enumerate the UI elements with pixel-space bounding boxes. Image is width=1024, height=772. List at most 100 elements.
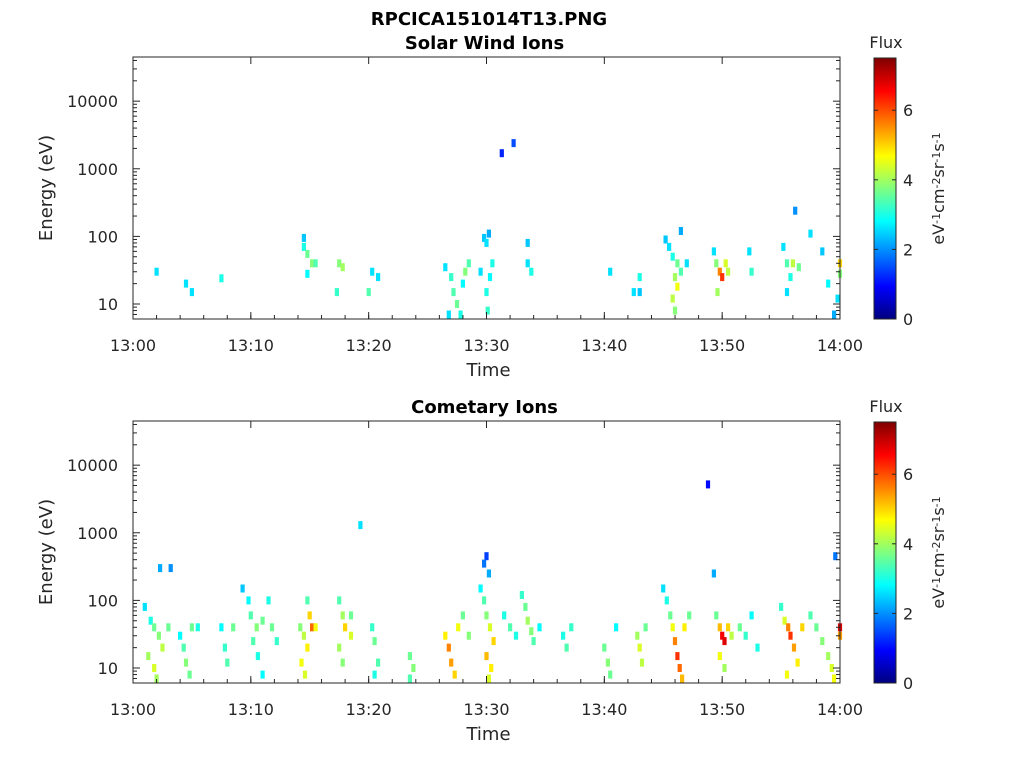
- x-tick-label: 13:50: [699, 700, 745, 719]
- heatmap-cell: [820, 247, 825, 256]
- heatmap-cell: [531, 637, 536, 646]
- heatmap-cell: [508, 623, 513, 632]
- figure-title: RPCICA151014T13.PNG: [371, 9, 607, 30]
- heatmap-cell: [255, 652, 260, 661]
- heatmap-cell: [305, 249, 310, 258]
- heatmap-cell: [340, 658, 345, 667]
- heatmap-cell: [832, 674, 837, 683]
- heatmap-cells: [154, 139, 843, 319]
- y-tick-label: 10: [98, 295, 118, 314]
- heatmap-cell: [313, 623, 318, 632]
- heatmap-cell: [142, 602, 147, 611]
- heatmap-cell: [222, 643, 227, 652]
- colorbar: [873, 421, 897, 684]
- heatmap-cell: [443, 631, 448, 640]
- x-axis-label: Time: [465, 360, 510, 381]
- heatmap-cell: [484, 552, 489, 561]
- heatmap-cell: [643, 623, 648, 632]
- heatmap-cell: [158, 564, 163, 573]
- heatmap-cell: [310, 623, 315, 632]
- colorbar-tick-label: 2: [903, 240, 913, 259]
- heatmap-cell: [793, 206, 798, 215]
- heatmap-cell: [511, 139, 516, 148]
- x-tick-label: 13:20: [346, 336, 392, 355]
- heatmap-cell: [446, 310, 451, 319]
- heatmap-cell: [478, 267, 483, 276]
- heatmap-cell: [667, 242, 672, 251]
- heatmap-cell: [786, 623, 791, 632]
- heatmap-cell: [154, 674, 159, 683]
- heatmap-cell: [614, 623, 619, 632]
- heatmap-cell: [722, 664, 727, 672]
- heatmap-cell: [231, 623, 236, 632]
- heatmap-cell: [460, 279, 465, 288]
- colorbar-tick-label: 6: [903, 101, 913, 120]
- heatmap-cell: [678, 267, 683, 276]
- heatmap-cell: [675, 652, 680, 661]
- heatmap-cell: [677, 664, 682, 672]
- heatmap-cell: [487, 623, 493, 632]
- heatmap-cell: [451, 288, 456, 297]
- heatmap-cell: [443, 263, 448, 272]
- heatmap-cell: [670, 252, 675, 261]
- heatmap-cell: [189, 288, 194, 297]
- heatmap-cell: [487, 273, 493, 282]
- heatmap-cell: [561, 631, 566, 640]
- heatmap-cell: [376, 273, 381, 282]
- heatmap-cell: [779, 602, 784, 611]
- heatmap-cell: [513, 631, 519, 640]
- heatmap-cell: [720, 273, 725, 282]
- heatmap-cell: [305, 643, 310, 652]
- x-tick-label: 13:40: [581, 336, 627, 355]
- heatmap-cell: [784, 288, 790, 297]
- colorbar-tick-label: 4: [903, 535, 913, 554]
- heatmap-cell: [664, 596, 669, 605]
- heatmap-cell: [370, 623, 375, 632]
- heatmap-cell: [670, 623, 675, 632]
- heatmap-cell: [726, 267, 731, 276]
- heatmap-cell: [717, 623, 722, 632]
- colorbar-tick-label: 4: [903, 171, 913, 190]
- heatmap-cell: [684, 259, 689, 268]
- heatmap-cell: [260, 670, 265, 679]
- heatmap-cell: [463, 267, 468, 276]
- heatmap-cell: [663, 235, 668, 244]
- heatmap-cell: [372, 670, 377, 679]
- heatmap-cell: [407, 674, 412, 683]
- heatmap-cell: [486, 674, 491, 683]
- heatmap-cell: [687, 611, 692, 620]
- heatmap-cell: [248, 611, 253, 620]
- heatmap-cell: [795, 658, 800, 667]
- heatmap-cell: [749, 611, 754, 620]
- heatmap-cell: [486, 229, 491, 238]
- heatmap-cell: [370, 267, 375, 276]
- heatmap-cell: [525, 259, 530, 268]
- colorbar-tick-label: 2: [903, 604, 913, 623]
- heatmap-cell: [796, 263, 801, 272]
- heatmap-cell: [833, 552, 838, 561]
- heatmap-cell: [529, 267, 534, 276]
- heatmap-cell: [219, 274, 224, 283]
- heatmap-cell: [717, 652, 722, 661]
- heatmap-cell: [486, 569, 491, 578]
- x-tick-label: 13:20: [346, 700, 392, 719]
- heatmap-cell: [307, 611, 312, 620]
- heatmap-cell: [449, 658, 454, 667]
- heatmap-cell: [675, 259, 680, 268]
- heatmap-cell: [154, 267, 159, 276]
- heatmap-cell: [832, 310, 837, 319]
- heatmap-cell: [337, 259, 342, 268]
- heatmap-cell: [782, 616, 787, 625]
- heatmap-cell: [675, 282, 680, 291]
- heatmap-cell: [343, 623, 348, 632]
- x-tick-label: 13:50: [699, 336, 745, 355]
- heatmap-cell: [537, 623, 542, 632]
- heatmap-cell: [274, 637, 279, 646]
- colorbar-unit-label: eV-1cm-2sr-1s-1: [929, 132, 948, 244]
- heatmap-cell: [340, 263, 345, 272]
- heatmap-cell: [372, 637, 377, 646]
- heatmap-cell: [523, 602, 528, 611]
- heatmap-cell: [489, 664, 494, 672]
- heatmap-cell: [334, 288, 339, 297]
